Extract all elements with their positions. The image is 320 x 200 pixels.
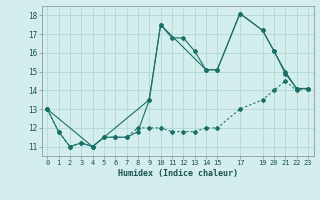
X-axis label: Humidex (Indice chaleur): Humidex (Indice chaleur)	[118, 169, 237, 178]
